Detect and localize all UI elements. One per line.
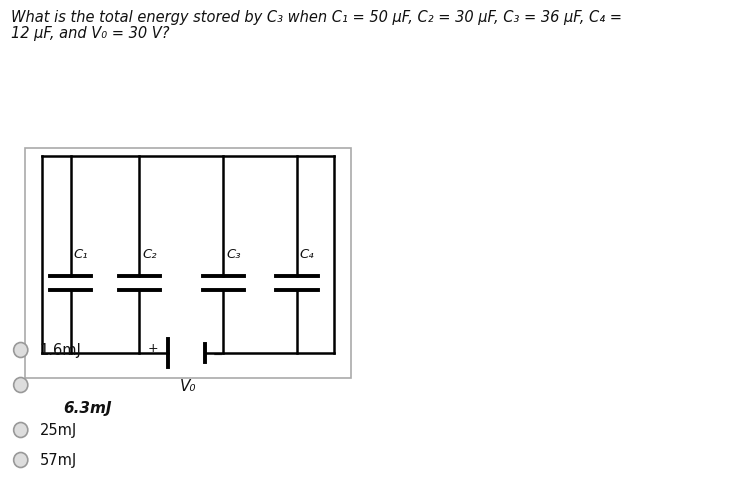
Text: C₂: C₂	[142, 248, 157, 261]
Text: V₀: V₀	[180, 379, 197, 394]
Circle shape	[13, 423, 28, 437]
Text: 6.3mJ: 6.3mJ	[63, 401, 112, 415]
Bar	[25, 148, 351, 378]
Text: +: +	[148, 343, 159, 356]
Text: C₄: C₄	[299, 248, 314, 261]
Text: C₁: C₁	[74, 248, 88, 261]
Text: What is the total energy stored by C₃ when C₁ = 50 μF, C₂ = 30 μF, C₃ = 36 μF, C: What is the total energy stored by C₃ wh…	[11, 10, 622, 25]
Text: 1.6mJ: 1.6mJ	[39, 343, 81, 358]
Text: 12 μF, and V₀ = 30 V?: 12 μF, and V₀ = 30 V?	[11, 26, 170, 41]
Circle shape	[13, 378, 28, 392]
Circle shape	[13, 343, 28, 358]
Text: 57mJ: 57mJ	[39, 453, 77, 467]
Text: −: −	[213, 348, 224, 361]
Text: C₃: C₃	[226, 248, 241, 261]
Text: 25mJ: 25mJ	[39, 423, 77, 437]
Circle shape	[13, 453, 28, 467]
